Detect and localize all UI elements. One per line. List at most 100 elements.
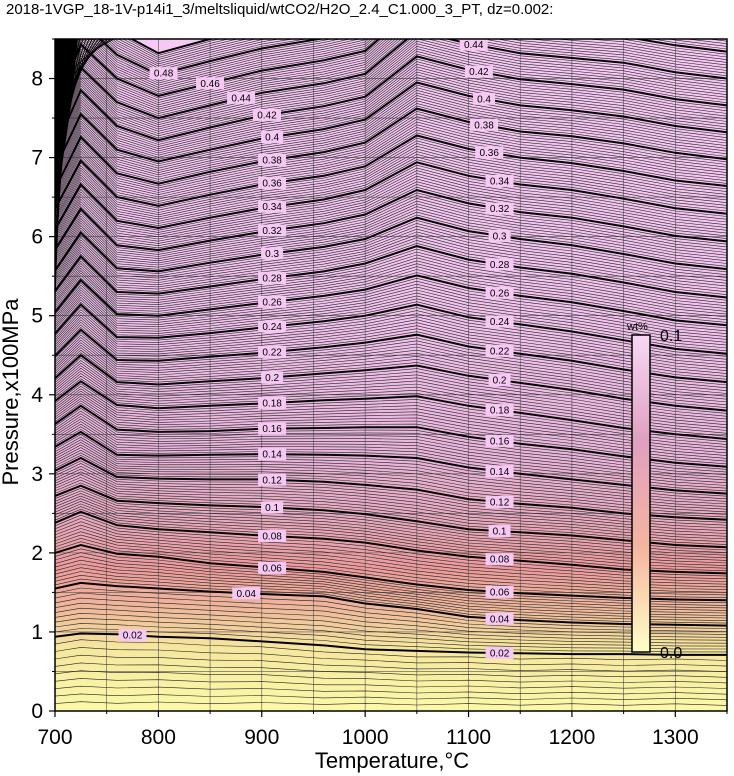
minor-contour-line [55,164,727,232]
contour-line-0.16 [55,404,727,468]
minor-contour-line [55,567,727,616]
minor-contour-line [55,272,727,323]
contour-label: 0.2 [265,373,279,384]
minor-contour-line [55,132,727,208]
minor-contour-line [55,40,727,138]
contour-line-0.1 [55,484,727,549]
minor-contour-line [55,465,727,529]
contour-label-bg [470,118,499,131]
minor-contour-line [55,436,727,500]
minor-contour-line [55,556,727,609]
x-tick-label: 1300 [652,726,699,749]
minor-contour-line [55,53,727,148]
minor-contour-line [55,186,727,249]
minor-contour-line [55,498,727,561]
minor-contour-line [55,468,727,531]
contour-label-bg [196,77,225,90]
minor-contour-line [55,228,727,281]
minor-contour-line [55,39,367,100]
contour-line-0.44 [55,39,727,130]
contour-label-bg [475,146,504,159]
minor-contour-line [55,298,727,349]
contour-label-bg [149,67,178,80]
contour-label-bg [473,92,496,105]
minor-contour-line [55,349,727,406]
minor-contour-line [55,184,727,247]
minor-contour-line [55,39,248,79]
contour-label-bg [261,501,284,514]
minor-contours [55,39,727,706]
minor-contour-line [55,248,727,301]
minor-contour-line [55,209,727,266]
minor-contour-line [55,39,727,122]
minor-contour-line [55,500,727,564]
minor-contour-line [55,263,727,315]
contour-line-0.42 [55,55,727,150]
contour-line-0.2 [55,353,727,412]
minor-contour-line [55,647,727,667]
x-tick-label: 800 [141,726,176,749]
contour-line-0.36 [55,134,727,210]
minor-contour-line [55,283,727,334]
minor-contour-line [55,548,727,604]
minor-contour-line [55,143,727,216]
minor-contour-line [55,316,727,369]
minor-contour-line [55,39,727,102]
contour-label: 0.12 [490,497,510,508]
minor-contour-line [55,286,727,337]
minor-contour-line [55,344,727,400]
contour-label-bg [258,295,287,308]
y-tick-label: 4 [31,384,43,407]
contour-label: 0.22 [262,347,282,358]
minor-contour-line [55,74,727,163]
contour-label: 0.22 [490,346,510,357]
minor-contour-line [55,39,727,134]
colorbar: wt% 0.1 0.0 [626,321,682,662]
contour-line-0.04 [55,581,727,627]
minor-contour-line [55,211,727,268]
minor-contour-line [55,39,727,112]
minor-contour-line [55,662,727,678]
x-tick-label: 700 [37,726,72,749]
minor-contour-line [55,685,727,695]
contour-label-bg [485,465,514,478]
minor-contour-line [55,231,727,284]
contour-label-bg [258,224,287,237]
dense-contour-line [55,39,115,95]
minor-contour-line [55,89,727,175]
colorbar-unit: wt% [626,321,648,333]
minor-contour-line [55,395,727,456]
minor-contour-line [55,39,268,83]
minor-contour-line [55,314,727,366]
minor-contour-line [55,378,727,437]
minor-contour-line [55,45,727,142]
minor-contour-line [55,39,727,104]
minor-contour-line [55,521,727,582]
minor-contour-line [55,552,727,606]
contour-label-bg [258,396,287,409]
minor-contour-line [55,449,727,513]
minor-contour-line [55,623,727,650]
minor-contour-line [55,39,295,86]
contour-line-0.26 [55,274,727,327]
minor-contour-line [55,203,727,262]
minor-contour-line [55,434,727,497]
minor-contour-line [55,360,727,417]
minor-contour-line [55,39,727,128]
colorbar-bar [631,334,651,653]
minor-contour-line [55,373,727,431]
contour-label-bg [258,448,287,461]
minor-contour-line [55,426,727,489]
minor-contour-line [55,39,239,77]
minor-contour-line [55,292,727,343]
contour-line-0.22 [55,328,727,384]
minor-contour-line [55,159,727,228]
minor-contour-line [55,197,727,257]
x-tick-label: 900 [244,726,279,749]
contour-label-bg [488,229,511,242]
contour-label: 0.18 [262,398,282,409]
minor-contour-line [55,39,727,118]
contour-label: 0.08 [490,555,510,566]
minor-contour-line [55,87,727,173]
